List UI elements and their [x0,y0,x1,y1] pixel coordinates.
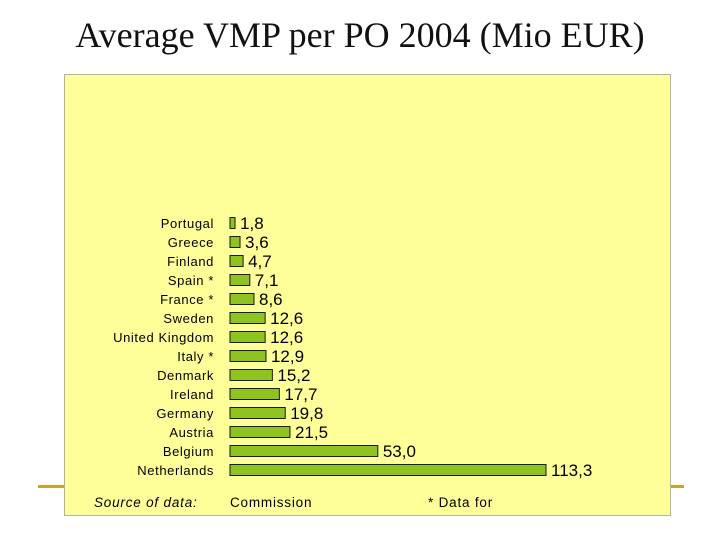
bar [229,331,266,343]
value-label: 3,6 [245,233,269,252]
value-label: 1,8 [240,214,264,233]
category-label: Germany [156,406,214,421]
bar [229,236,241,248]
value-label: 12,9 [271,347,304,366]
value-label: 113,3 [551,461,592,480]
bar [229,445,379,457]
category-label: Portugal [161,216,214,231]
value-label: 7,1 [255,271,279,290]
value-label: 4,7 [248,252,272,271]
category-label: Italy * [177,349,214,364]
value-label: 21,5 [295,423,328,442]
category-label: Belgium [163,444,214,459]
value-label: 12,6 [270,309,303,328]
value-label: 53,0 [383,442,416,461]
slide-title: Average VMP per PO 2004 (Mio EUR) [75,15,645,55]
bar [229,217,236,229]
bar [229,293,255,305]
source-value: Commission [230,495,312,510]
value-label: 19,8 [290,404,323,423]
chart-marks: Portugal 1,8 Greece 3,6 Finland 4,7 Spain * 7,1… [113,214,592,480]
bar [229,407,286,419]
bar [229,255,244,267]
category-label: Netherlands [137,463,214,478]
category-label: United Kingdom [113,330,214,345]
category-label: Greece [168,235,214,250]
chart-panel: Portugal 1,8 Greece 3,6 Finland 4,7 Spain * 7,1… [64,74,671,516]
value-label: 8,6 [259,290,283,309]
bar [229,274,251,286]
value-label: 12,6 [270,328,303,347]
category-label: Austria [169,425,214,440]
category-label: Finland [167,254,214,269]
category-label: Sweden [163,311,214,326]
category-label: Spain * [168,273,214,288]
bar [229,369,273,381]
category-label: Ireland [170,387,214,402]
bar [229,464,547,476]
category-label: France * [160,292,214,307]
source-label: Source of data: [94,495,198,510]
bar [229,350,267,362]
category-label: Denmark [157,368,214,383]
bar-chart: Portugal 1,8 Greece 3,6 Finland 4,7 Spain * 7,1… [94,214,592,510]
bar [229,388,280,400]
footnote: * Data for [428,495,493,510]
bar [229,426,291,438]
value-label: 15,2 [277,366,310,385]
bar [229,312,266,324]
value-label: 17,7 [284,385,317,404]
